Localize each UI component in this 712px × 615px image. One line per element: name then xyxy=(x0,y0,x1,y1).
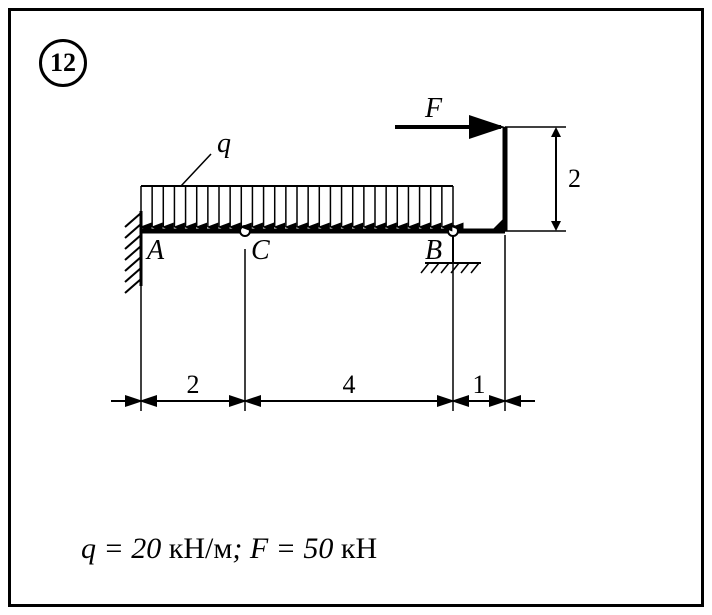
hinge-c xyxy=(240,226,250,236)
label-F: F xyxy=(424,93,443,124)
svg-text:4: 4 xyxy=(343,370,356,399)
label-B: B xyxy=(425,235,442,266)
F-unit: кН xyxy=(341,532,377,565)
q-unit: кН/м xyxy=(169,532,233,565)
q-value: 20 xyxy=(131,532,161,565)
dim-vertical: 2 xyxy=(568,164,581,193)
problem-number: 12 xyxy=(39,39,87,87)
label-C: C xyxy=(251,235,270,266)
hinge-b xyxy=(448,226,458,236)
gusset xyxy=(491,217,505,231)
F-value: 50 xyxy=(303,532,333,565)
parameters-caption: q = 20 кН/м; F = 50 кН xyxy=(81,532,377,566)
label-A: A xyxy=(145,235,165,266)
label-q: q xyxy=(217,128,231,159)
beam-diagram: q F A C B 2 4 1 2 xyxy=(101,81,661,501)
problem-number-text: 12 xyxy=(50,48,76,78)
svg-text:2: 2 xyxy=(187,370,200,399)
svg-text:1: 1 xyxy=(473,370,486,399)
